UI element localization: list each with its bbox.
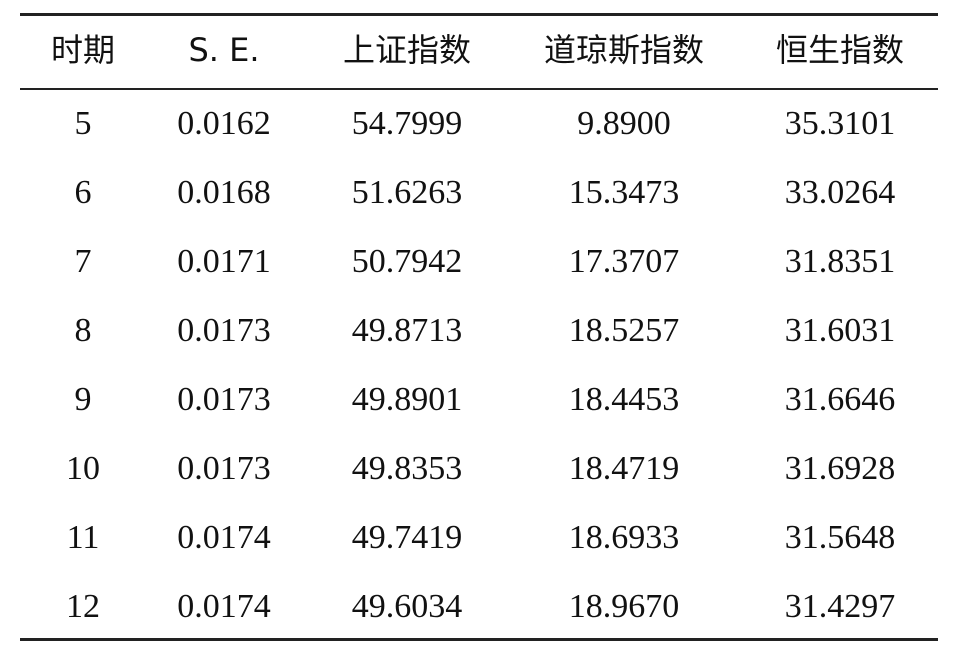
- top-rule: [20, 13, 938, 16]
- header-rule: [20, 88, 938, 90]
- table-cell: 9.8900: [577, 105, 671, 142]
- table-cell: 31.4297: [784, 588, 896, 625]
- table-cell: 49.8901: [351, 381, 463, 418]
- header-cell: 恒生指数: [775, 31, 904, 69]
- table-cell: 18.5257: [568, 312, 680, 349]
- table-cell: 33.0264: [784, 174, 896, 211]
- table-cell: 10: [66, 450, 100, 487]
- table-cell: 0.0168: [177, 174, 271, 211]
- table-cell: 31.5648: [784, 519, 896, 556]
- table-cell: 5: [74, 105, 92, 142]
- table-cell: 54.7999: [351, 105, 463, 142]
- table-cell: 18.6933: [568, 519, 680, 556]
- table-cell: 9: [74, 381, 92, 418]
- table-cell: 50.7942: [351, 243, 463, 280]
- table-cell: 0.0171: [177, 243, 271, 280]
- header-cell: S. E.: [188, 31, 260, 69]
- table-cell: 7: [74, 243, 92, 280]
- header-cell: 时期: [50, 31, 115, 69]
- bottom-rule: [20, 638, 938, 641]
- table-cell: 49.7419: [351, 519, 463, 556]
- table-cell: 12: [66, 588, 100, 625]
- table-cell: 11: [66, 519, 100, 556]
- table-cell: 31.6928: [784, 450, 896, 487]
- table-cell: 18.9670: [568, 588, 680, 625]
- table-cell: 31.6031: [784, 312, 896, 349]
- table-cell: 31.6646: [784, 381, 896, 418]
- table-cell: 0.0173: [177, 312, 271, 349]
- table-cell: 8: [74, 312, 92, 349]
- table-cell: 0.0162: [177, 105, 271, 142]
- header-cell: 上证指数: [342, 31, 471, 69]
- table-cell: 49.6034: [351, 588, 463, 625]
- table-cell: 6: [74, 174, 92, 211]
- table-cell: 0.0173: [177, 450, 271, 487]
- table-cell: 31.8351: [784, 243, 896, 280]
- table-cell: 18.4453: [568, 381, 680, 418]
- table-cell: 51.6263: [351, 174, 463, 211]
- table-cell: 49.8713: [351, 312, 463, 349]
- table-cell: 18.4719: [568, 450, 680, 487]
- table-cell: 0.0173: [177, 381, 271, 418]
- table-cell: 17.3707: [568, 243, 680, 280]
- table-cell: 0.0174: [177, 588, 271, 625]
- table-cell: 35.3101: [784, 105, 896, 142]
- table-cell: 0.0174: [177, 519, 271, 556]
- table-cell: 49.8353: [351, 450, 463, 487]
- table-cell: 15.3473: [568, 174, 680, 211]
- header-cell: 道琼斯指数: [543, 31, 704, 69]
